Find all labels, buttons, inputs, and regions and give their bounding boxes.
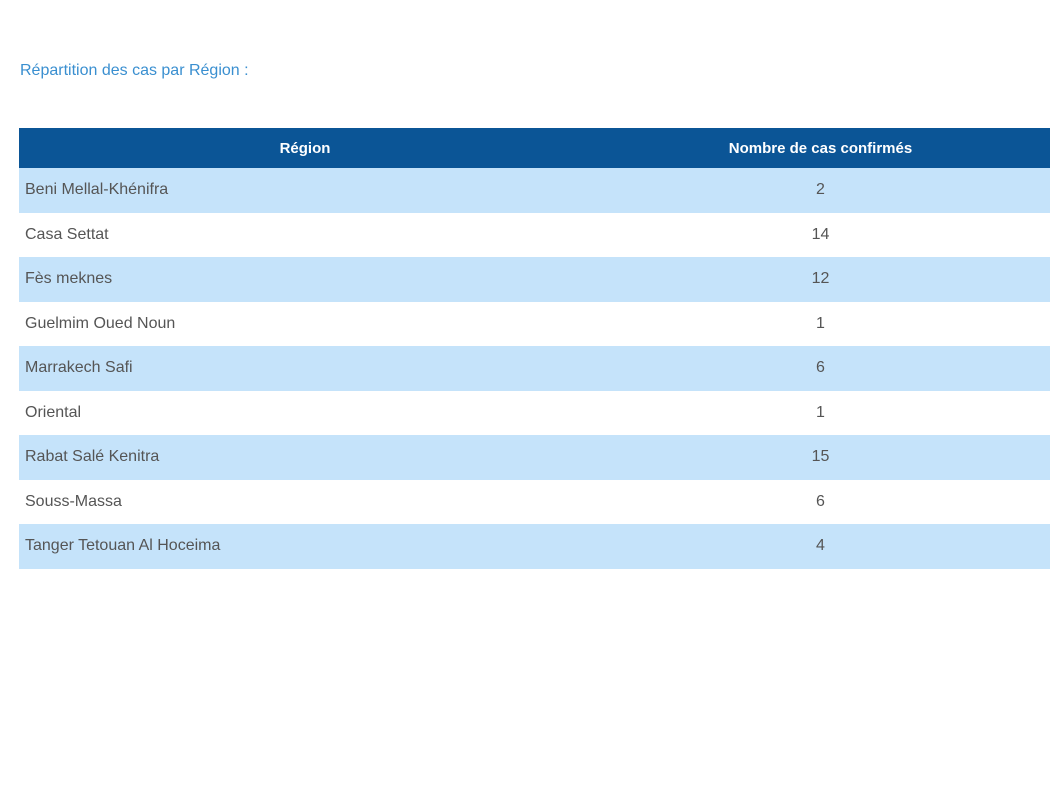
case-count: 1 [816, 403, 825, 421]
table-row: Marrakech Safi 6 [19, 346, 1050, 391]
region-name: Oriental [25, 403, 82, 421]
region-name: Souss-Massa [25, 492, 122, 510]
region-name: Beni Mellal-Khénifra [19, 168, 591, 213]
header-row: Région Nombre de cas confirmés [19, 128, 1050, 168]
case-count: 14 [811, 225, 830, 243]
table-row: Casa Settat 14 [19, 213, 1050, 258]
region-name: Casa Settat [25, 225, 109, 243]
case-count: 6 [591, 346, 1050, 391]
case-count: 1 [816, 314, 825, 332]
case-count: 6 [816, 492, 825, 510]
region-name: Marrakech Safi [19, 346, 591, 391]
region-name: Guelmim Oued Noun [25, 314, 176, 332]
table-row: Beni Mellal-Khénifra 2 [19, 168, 1050, 213]
heading: Répartition des cas par Région : [20, 62, 249, 79]
region-name: Tanger Tetouan Al Hoceima [19, 524, 591, 569]
region-name: Rabat Salé Kenitra [19, 435, 591, 480]
column-header: Nombre de cas confirmés [591, 128, 1050, 168]
case-count: 12 [591, 257, 1050, 302]
table-row: Tanger Tetouan Al Hoceima 4 [19, 524, 1050, 569]
case-count: 2 [591, 168, 1050, 213]
table-row: Fès meknes 12 [19, 257, 1050, 302]
case-count: 15 [591, 435, 1050, 480]
table-row: Rabat Salé Kenitra 15 [19, 435, 1050, 480]
case-count: 4 [591, 524, 1050, 569]
column-header: Région [19, 128, 591, 168]
region-name: Fès meknes [19, 257, 591, 302]
cases-table: Région Nombre de cas confirmés Beni Mella… [19, 128, 1050, 569]
table-row: Guelmim Oued Noun 1 [19, 302, 1050, 347]
table-row: Souss-Massa 6 [19, 480, 1050, 525]
table-row: Oriental 1 [19, 391, 1050, 436]
